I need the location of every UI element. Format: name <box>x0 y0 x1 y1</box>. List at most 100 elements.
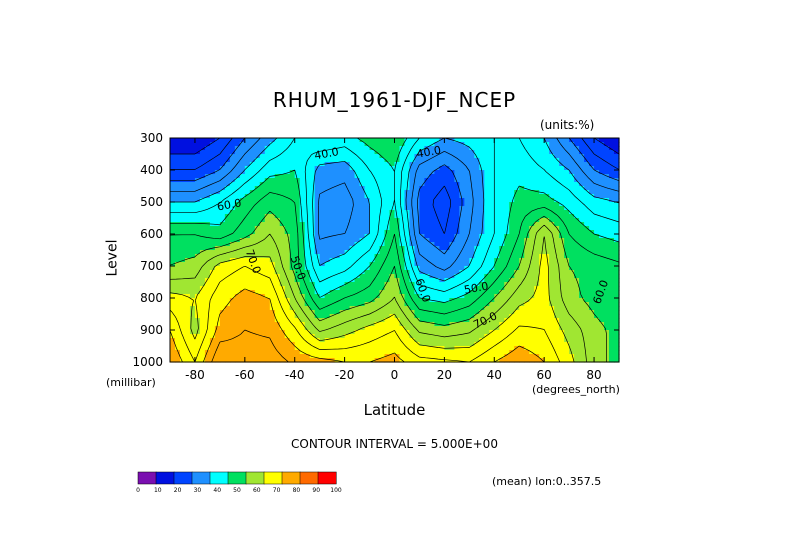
heatmap-cell <box>384 170 391 175</box>
heatmap-cell <box>514 226 520 231</box>
heatmap-cell <box>609 218 615 223</box>
heatmap-cell <box>504 302 510 307</box>
heatmap-cell <box>194 262 201 267</box>
heatmap-cell <box>279 266 286 271</box>
heatmap-cell <box>469 294 475 299</box>
heatmap-cell <box>404 218 411 223</box>
heatmap-cell <box>469 314 475 319</box>
heatmap-cell <box>574 270 580 275</box>
heatmap-cell <box>379 322 386 327</box>
heatmap-cell <box>219 142 226 147</box>
heatmap-cell <box>429 334 436 339</box>
heatmap-cell <box>170 214 176 219</box>
heatmap-cell <box>364 334 371 339</box>
heatmap-cell <box>279 182 286 187</box>
heatmap-cell <box>174 350 181 355</box>
heatmap-cell <box>559 306 565 311</box>
heatmap-cell <box>534 290 540 295</box>
heatmap-cell <box>224 214 231 219</box>
heatmap-cell <box>344 246 351 251</box>
heatmap-cell <box>259 306 266 311</box>
heatmap-cell <box>434 274 440 279</box>
heatmap-cell <box>399 206 406 211</box>
heatmap-cell <box>369 258 376 263</box>
heatmap-cell <box>519 198 525 203</box>
heatmap-cell <box>594 166 600 171</box>
heatmap-cell <box>214 350 221 355</box>
heatmap-cell <box>499 146 505 151</box>
heatmap-cell <box>489 258 495 263</box>
heatmap-cell <box>299 202 306 207</box>
heatmap-cell <box>324 310 331 315</box>
heatmap-cell <box>319 158 326 163</box>
heatmap-cell <box>584 230 590 235</box>
heatmap-cell <box>244 330 251 335</box>
heatmap-cell <box>209 218 216 223</box>
heatmap-cell <box>484 138 490 143</box>
heatmap-cell <box>459 254 465 259</box>
heatmap-cell <box>559 190 565 195</box>
heatmap-cell <box>184 186 191 191</box>
heatmap-cell <box>609 238 615 243</box>
heatmap-cell <box>564 162 570 167</box>
heatmap-cell <box>329 166 336 171</box>
heatmap-cell <box>254 290 261 295</box>
heatmap-cell <box>574 222 580 227</box>
heatmap-cell <box>494 202 500 207</box>
heatmap-cell <box>369 266 376 271</box>
heatmap-cell <box>314 318 321 323</box>
heatmap-cell <box>304 254 311 259</box>
heatmap-cell <box>609 258 615 263</box>
heatmap-cell <box>389 302 396 307</box>
heatmap-cell <box>614 254 620 259</box>
heatmap-cell <box>509 286 515 291</box>
heatmap-cell <box>554 158 560 163</box>
heatmap-cell <box>264 198 271 203</box>
heatmap-cell <box>474 214 480 219</box>
heatmap-cell <box>249 146 256 151</box>
heatmap-cell <box>199 294 206 299</box>
heatmap-cell <box>529 166 535 171</box>
heatmap-cell <box>564 170 570 175</box>
heatmap-cell <box>519 154 525 159</box>
heatmap-cell <box>579 354 585 359</box>
heatmap-cell <box>324 322 331 327</box>
heatmap-cell <box>249 158 256 163</box>
heatmap-cell <box>439 206 445 211</box>
heatmap-cell <box>379 138 386 143</box>
heatmap-cell <box>529 210 535 215</box>
heatmap-cell <box>529 174 535 179</box>
heatmap-cell <box>584 290 590 295</box>
heatmap-cell <box>289 174 296 179</box>
heatmap-cell <box>339 222 346 227</box>
heatmap-cell <box>434 182 440 187</box>
heatmap-cell <box>349 214 356 219</box>
heatmap-cell <box>354 254 361 259</box>
heatmap-cell <box>359 238 366 243</box>
heatmap-cell <box>444 242 450 247</box>
heatmap-cell <box>334 298 341 303</box>
heatmap-cell <box>519 322 525 327</box>
heatmap-cell <box>574 282 580 287</box>
heatmap-cell <box>474 338 480 343</box>
heatmap-cell <box>224 206 231 211</box>
heatmap-cell <box>354 194 361 199</box>
heatmap-cell <box>264 158 271 163</box>
heatmap-cell <box>284 218 291 223</box>
heatmap-cell <box>264 238 271 243</box>
heatmap-cell <box>454 258 460 263</box>
heatmap-cell <box>199 190 206 195</box>
heatmap-cell <box>614 354 620 359</box>
heatmap-cell <box>409 182 416 187</box>
heatmap-cell <box>439 314 445 319</box>
heatmap-cell <box>609 182 615 187</box>
heatmap-cell <box>264 154 271 159</box>
heatmap-cell <box>549 250 555 255</box>
heatmap-cell <box>219 238 226 243</box>
heatmap-cell <box>579 154 585 159</box>
heatmap-cell <box>509 290 515 295</box>
heatmap-cell <box>244 242 251 247</box>
heatmap-cell <box>429 282 436 287</box>
heatmap-cell <box>394 342 401 347</box>
heatmap-cell <box>179 226 186 231</box>
